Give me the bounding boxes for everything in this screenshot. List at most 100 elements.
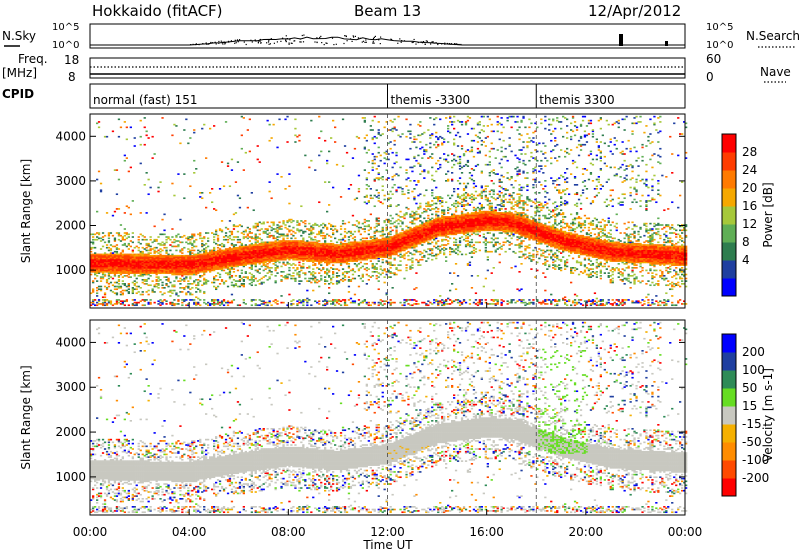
power-cell [187, 260, 190, 262]
power-cell [248, 272, 251, 274]
power-cell [159, 242, 162, 245]
power-cell [155, 254, 158, 257]
power-cell [314, 253, 317, 256]
power-cell [151, 267, 154, 269]
power-cell [409, 226, 412, 229]
nsky-dot [220, 40, 222, 42]
power-cell [258, 272, 261, 274]
freq-panel-frame [89, 57, 686, 79]
power-cell [226, 260, 230, 262]
power-cell [355, 265, 359, 268]
power-cell [97, 126, 101, 129]
power-cell [332, 272, 335, 274]
nsky-dot [245, 43, 247, 46]
power-cell [298, 230, 301, 233]
power-cell [292, 249, 295, 252]
power-cell [119, 257, 123, 260]
power-cell [383, 198, 386, 201]
power-cell [318, 154, 321, 157]
power-cell [284, 249, 287, 252]
power-cell [213, 256, 216, 258]
power-cell [324, 248, 327, 250]
power-cell [143, 238, 146, 241]
power-cell [177, 260, 180, 262]
power-cell [99, 263, 103, 265]
power-cell [272, 256, 275, 258]
power-cell [351, 268, 355, 270]
power-cell [302, 244, 305, 246]
power-cell [201, 264, 204, 266]
nsky-dot [208, 43, 210, 45]
power-cell [167, 258, 170, 261]
power-cell [363, 245, 366, 248]
power-cell [145, 258, 148, 261]
power-cell [199, 268, 202, 270]
power-cell [339, 260, 343, 262]
power-cell [413, 253, 416, 256]
power-cell [149, 269, 152, 272]
power-cell [216, 264, 220, 266]
power-cell [185, 304, 188, 307]
power-cell [207, 240, 210, 242]
power-cell [232, 250, 236, 253]
power-cell [171, 245, 174, 248]
power-cell [306, 240, 309, 242]
power-cell [232, 254, 236, 257]
power-cell [187, 268, 190, 270]
power-cell [282, 240, 285, 242]
power-cell [357, 249, 361, 252]
power-cell [262, 253, 265, 256]
power-cell [248, 263, 251, 265]
power-cell [304, 225, 307, 228]
power-cell [195, 263, 198, 265]
power-cell [278, 242, 281, 245]
power-cell [286, 261, 289, 264]
power-cell [193, 261, 196, 264]
power-cell [328, 269, 331, 272]
power-cell [189, 236, 192, 238]
power-cell [393, 126, 396, 129]
power-cell [250, 244, 253, 246]
power-cell [213, 268, 216, 270]
power-cell [284, 248, 287, 250]
power-cell [353, 301, 357, 304]
power-cell [403, 257, 406, 260]
power-cell [171, 254, 174, 257]
power-cell [101, 254, 105, 257]
power-cell [272, 258, 275, 261]
power-cell [195, 279, 198, 281]
power-cell [199, 267, 202, 269]
power-cell [312, 264, 315, 266]
nsky-dot [237, 41, 239, 43]
power-cell [397, 218, 400, 221]
power-cell [343, 260, 347, 262]
power-cell [365, 252, 368, 254]
power-cell [240, 257, 243, 260]
power-cell [296, 273, 299, 276]
nsky-dot [255, 40, 257, 42]
power-cell [337, 261, 341, 264]
power-cell [131, 200, 134, 202]
power-cell [185, 118, 188, 121]
power-cell [395, 161, 398, 163]
power-cell [205, 260, 208, 262]
power-cell [129, 272, 132, 274]
power-cell [308, 166, 311, 169]
power-cell [304, 250, 307, 253]
power-cell [332, 248, 335, 250]
power-cell [258, 279, 261, 281]
power-cell [167, 257, 170, 260]
power-cell [347, 263, 351, 265]
power-cell [216, 237, 220, 240]
power-cell [123, 289, 126, 292]
power-cell [121, 238, 124, 241]
power-cell [123, 154, 126, 157]
power-cell [268, 241, 271, 244]
power-cell [250, 264, 253, 266]
nsky-dot [254, 39, 256, 41]
power-cell [254, 277, 257, 280]
power-cell [304, 299, 307, 301]
power-cell [274, 258, 277, 261]
power-cell [193, 260, 196, 262]
power-cell [145, 242, 148, 245]
